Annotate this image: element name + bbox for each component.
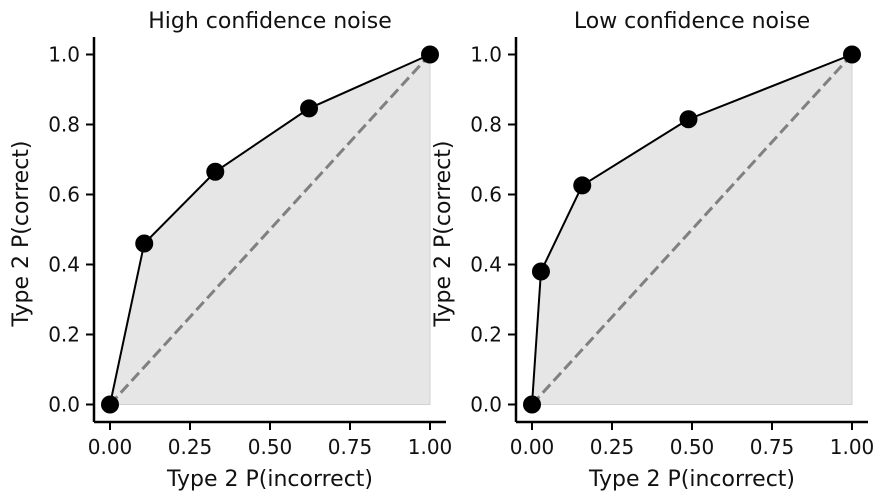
y-tick-label: 0.4	[470, 253, 502, 277]
x-tick-label: 1.00	[830, 435, 875, 459]
data-point	[573, 176, 592, 195]
data-point	[679, 110, 698, 129]
y-tick-label: 0.0	[48, 393, 80, 417]
panel-1: 0.00 0.25 0.50 0.75 1.00 0.0 0.2 0.4 0.6 0.8 1.0 Hi…	[9, 9, 452, 492]
y-tick-label: 0.4	[48, 253, 80, 277]
y-tick-label: 1.0	[48, 43, 80, 67]
x-tick-label: 0.00	[510, 435, 555, 459]
y-tick-label: 0.6	[48, 183, 80, 207]
chart-title: Low confidence noise	[574, 9, 810, 34]
data-point	[300, 99, 319, 118]
y-tick-label: 0.8	[48, 113, 80, 137]
data-point	[843, 45, 861, 64]
x-tick-label: 0.75	[750, 435, 795, 459]
y-tick-label: 1.0	[470, 43, 502, 67]
data-point	[206, 162, 225, 181]
chart-title: High confidence noise	[148, 9, 392, 34]
data-point	[101, 395, 119, 414]
x-tick-label: 0.50	[248, 435, 293, 459]
x-tick-label: 0.00	[88, 435, 133, 459]
x-tick-label: 0.25	[590, 435, 635, 459]
x-tick-label: 1.00	[408, 435, 453, 459]
data-point	[531, 262, 550, 281]
y-tick-label: 0.2	[470, 323, 502, 347]
y-tick-label: 0.0	[470, 393, 502, 417]
data-point	[523, 395, 541, 414]
y-axis-label: Type 2 P(correct)	[9, 141, 34, 328]
x-axis-label: Type 2 P(incorrect)	[166, 467, 373, 492]
data-point	[421, 45, 439, 64]
y-axis-label: Type 2 P(correct)	[431, 141, 456, 328]
panel-2: 0.00 0.25 0.50 0.75 1.00 0.0 0.2 0.4 0.6 0.8 1.0 Lo…	[431, 9, 874, 492]
y-tick-label: 0.2	[48, 323, 80, 347]
y-tick-label: 0.8	[470, 113, 502, 137]
x-tick-label: 0.25	[168, 435, 213, 459]
y-tick-label: 0.6	[470, 183, 502, 207]
x-tick-label: 0.50	[670, 435, 715, 459]
x-axis-label: Type 2 P(incorrect)	[588, 467, 795, 492]
data-point	[135, 234, 154, 253]
x-tick-label: 0.75	[328, 435, 373, 459]
